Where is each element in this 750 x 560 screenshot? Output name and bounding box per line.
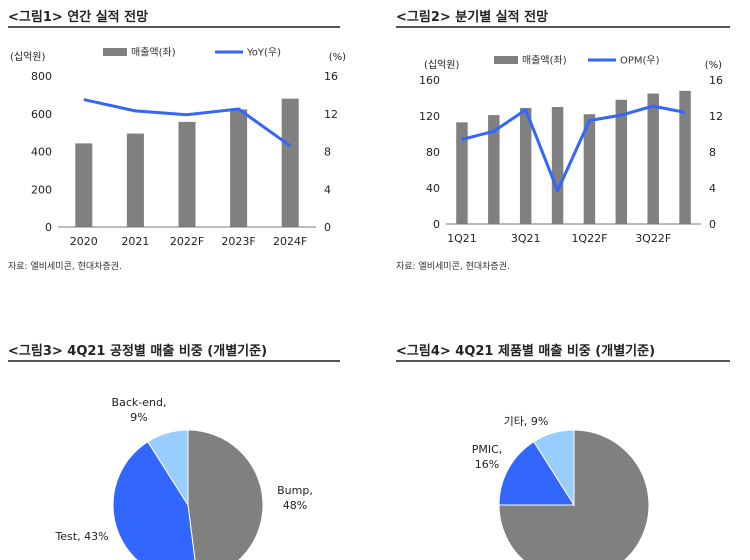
figure2-title: <그림2> 분기별 실적 전망 <box>396 10 549 25</box>
pie-slice-label: Back-end, 9% <box>112 396 167 424</box>
figure2-chart: (십억원) (%) 매출액(좌) OPM(우) 0 40 80 120 160 0 4 8 12 16 1Q… <box>419 55 723 246</box>
bar <box>647 93 659 224</box>
pie-slice <box>187 429 264 560</box>
figure1-source: 자료: 엘비세미콘, 현대차증권. <box>8 262 122 272</box>
legend-swatch-bar <box>494 56 518 64</box>
y-axis-unit-label: (십억원) <box>424 59 460 71</box>
bar <box>75 143 93 227</box>
figure1-title-rule <box>8 26 340 28</box>
figure4-chart: PMIC, 16% 기타, 9% <box>472 415 650 560</box>
figure2-source: 자료: 엘비세미콘, 현대차증권. <box>396 262 510 272</box>
bar <box>281 98 299 228</box>
pie-slice <box>112 440 196 560</box>
x-tick-label: 2024F <box>273 235 307 248</box>
legend-label-line: YoY(우) <box>246 47 281 59</box>
x-tick-label: 2020 <box>70 235 98 248</box>
bar <box>519 107 532 224</box>
x-tick-label: 1Q21 <box>447 232 477 245</box>
bar <box>456 122 468 224</box>
figure3-title: <그림3> 4Q21 공정별 매출 비중 (개별기준) <box>8 344 268 359</box>
figure3-title-rule <box>8 360 340 362</box>
x-tick-label: 1Q22F <box>571 232 607 245</box>
y2-tick-label: 4 <box>709 182 716 195</box>
y2-tick-label: 12 <box>324 108 338 121</box>
legend-label-bar: 매출액(좌) <box>522 55 567 67</box>
y2-tick-label: 16 <box>324 70 338 83</box>
y-tick-label: 80 <box>426 146 440 159</box>
y2-tick-label: 8 <box>709 146 716 159</box>
pie-slice <box>147 429 189 507</box>
legend-label-bar: 매출액(좌) <box>131 47 176 59</box>
pie-slice <box>498 429 650 560</box>
bar <box>679 90 691 224</box>
y-tick-label: 0 <box>433 218 440 231</box>
bar <box>488 115 500 224</box>
figure3-chart: Bump, 48% Test, 43% Back-end, 9% <box>54 396 313 560</box>
pie-slice <box>498 440 575 506</box>
bar <box>230 109 248 227</box>
y-tick-label: 160 <box>419 74 440 87</box>
y2-tick-label: 4 <box>324 183 331 196</box>
y2-tick-label: 8 <box>324 146 331 159</box>
y2-tick-label: 12 <box>709 110 723 123</box>
y2-tick-label: 16 <box>709 74 723 87</box>
y-tick-label: 400 <box>31 146 52 159</box>
bar <box>583 114 596 224</box>
figure4-title: <그림4> 4Q21 제품별 매출 비중 (개별기준) <box>396 344 656 359</box>
figure1-title: <그림1> 연간 실적 전망 <box>8 10 149 25</box>
bar <box>615 99 628 224</box>
y-tick-label: 600 <box>31 108 52 121</box>
legend-swatch-bar <box>103 48 127 56</box>
pie-slice-label: 기타, 9% <box>504 415 549 428</box>
x-tick-label: 3Q22F <box>635 232 671 245</box>
x-tick-label: 2023F <box>221 235 255 248</box>
y-tick-label: 200 <box>31 183 52 196</box>
y-tick-label: 800 <box>31 70 52 83</box>
y2-axis-unit-label: (%) <box>329 52 346 63</box>
x-tick-label: 3Q21 <box>511 232 541 245</box>
pie-slice <box>533 429 575 507</box>
y2-tick-label: 0 <box>709 218 716 231</box>
series-line <box>461 104 686 193</box>
y2-axis-unit-label: (%) <box>705 60 722 71</box>
pie-slice-label: Bump, 48% <box>277 484 313 512</box>
y-axis-unit-label: (십억원) <box>10 51 46 63</box>
series-line <box>83 98 292 148</box>
figure1-chart: (십억원) (%) 매출액(좌) YoY(우) 0 200 400 600 800 0 4 8 12 16… <box>10 47 346 249</box>
bar <box>551 107 564 224</box>
figure4-title-rule <box>396 360 730 362</box>
legend-label-line: OPM(우) <box>620 55 660 67</box>
figure2-title-rule <box>396 26 730 28</box>
y-tick-label: 0 <box>45 221 52 234</box>
x-tick-label: 2022F <box>170 235 204 248</box>
bar <box>178 121 196 227</box>
y-tick-label: 120 <box>419 110 440 123</box>
x-tick-label: 2021 <box>121 235 149 248</box>
y2-tick-label: 0 <box>324 221 331 234</box>
pie-slice-label: PMIC, 16% <box>472 443 503 471</box>
bar <box>126 133 144 227</box>
y-tick-label: 40 <box>426 182 440 195</box>
pie-slice-label: Test, 43% <box>54 530 108 543</box>
